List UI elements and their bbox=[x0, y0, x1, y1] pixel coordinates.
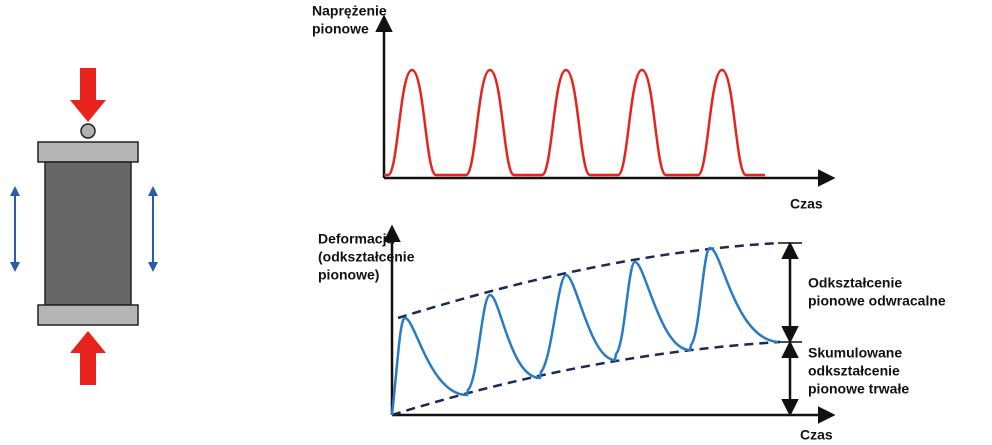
page: Naprężenie pionowe Czas Deformacja (odks… bbox=[0, 0, 992, 445]
upper-envelope bbox=[398, 243, 780, 318]
diagram: Naprężenie pionowe Czas Deformacja (odks… bbox=[0, 0, 992, 445]
x-label: Czas bbox=[800, 427, 833, 443]
annotation: pionowe trwałe bbox=[808, 381, 909, 397]
annotation: pionowe odwracalne bbox=[808, 293, 946, 309]
annotation: Skumulowane bbox=[808, 345, 902, 361]
annotation: odkształcenie bbox=[808, 363, 900, 379]
load-ball bbox=[81, 124, 95, 138]
stress-chart: Naprężenie pionowe Czas bbox=[312, 3, 832, 212]
top-plate bbox=[38, 142, 138, 162]
y-label: pionowe bbox=[312, 21, 369, 37]
y-label: Naprężenie bbox=[312, 3, 387, 19]
y-label: pionowe) bbox=[318, 267, 379, 283]
annotation: Odkształcenie bbox=[808, 275, 902, 291]
lower-envelope bbox=[392, 342, 780, 415]
force-arrow-top bbox=[70, 68, 106, 122]
bottom-plate bbox=[38, 305, 138, 325]
deformation-curve bbox=[392, 248, 780, 415]
y-label: Deformacja bbox=[318, 231, 394, 247]
force-arrow-bottom bbox=[70, 331, 106, 385]
stress-pulses bbox=[384, 70, 765, 175]
x-label: Czas bbox=[790, 196, 823, 212]
sample-body bbox=[45, 162, 131, 305]
specimen bbox=[15, 68, 153, 385]
deformation-chart: Deformacja (odkształcenie pionowe) Odksz… bbox=[318, 228, 946, 443]
y-label: (odkształcenie bbox=[318, 249, 415, 265]
